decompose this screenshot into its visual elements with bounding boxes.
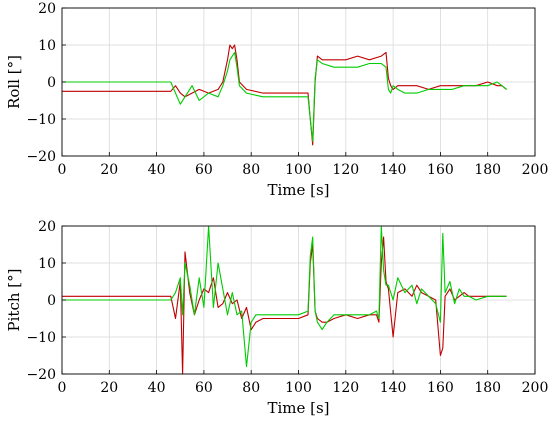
y-axis-title: Roll [°] bbox=[5, 55, 23, 109]
series-line-2 bbox=[62, 51, 507, 142]
x-tick-label: 60 bbox=[195, 380, 213, 396]
x-tick-label: 80 bbox=[242, 380, 260, 396]
x-tick-label: 200 bbox=[522, 380, 549, 396]
x-tick-label: 0 bbox=[58, 162, 67, 178]
y-tick-label: 0 bbox=[47, 75, 56, 91]
x-tick-label: 160 bbox=[427, 162, 454, 178]
x-axis-title: Time [s] bbox=[267, 181, 329, 199]
x-tick-label: 120 bbox=[332, 162, 359, 178]
roll-panel: 0 20 40 60 80 100 120 140 160 180 200 −20 −10 0 10 20 Ti… bbox=[5, 1, 548, 199]
y-tick-label: 10 bbox=[38, 38, 56, 54]
x-tick-label: 200 bbox=[522, 162, 549, 178]
x-axis-title: Time [s] bbox=[267, 399, 329, 417]
y-tick-label: −20 bbox=[26, 149, 56, 165]
x-tick-label: 40 bbox=[148, 162, 166, 178]
x-tick-label: 140 bbox=[380, 380, 407, 396]
y-tick-label: −20 bbox=[26, 367, 56, 383]
y-tick-label: −10 bbox=[26, 112, 56, 128]
x-tick-label: 100 bbox=[285, 162, 312, 178]
x-tick-label: 80 bbox=[242, 162, 260, 178]
x-tick-label: 0 bbox=[58, 380, 67, 396]
pitch-panel: 0 20 40 60 80 100 120 140 160 180 200 −20 −10 0 10 20 Ti… bbox=[5, 219, 548, 417]
x-tick-label: 20 bbox=[100, 380, 118, 396]
x-tick-label: 20 bbox=[100, 162, 118, 178]
y-tick-label: 20 bbox=[38, 219, 56, 235]
x-tick-label: 180 bbox=[474, 380, 501, 396]
y-tick-label: −10 bbox=[26, 330, 56, 346]
x-tick-label: 180 bbox=[474, 162, 501, 178]
x-tick-label: 60 bbox=[195, 162, 213, 178]
y-tick-label: 10 bbox=[38, 256, 56, 272]
series-line-2 bbox=[62, 226, 507, 368]
y-axis-title: Pitch [°] bbox=[5, 269, 23, 332]
x-tick-label: 100 bbox=[285, 380, 312, 396]
y-tick-label: 0 bbox=[47, 293, 56, 309]
x-tick-label: 160 bbox=[427, 380, 454, 396]
x-tick-label: 120 bbox=[332, 380, 359, 396]
x-tick-label: 140 bbox=[380, 162, 407, 178]
x-tick-label: 40 bbox=[148, 380, 166, 396]
y-tick-label: 20 bbox=[38, 1, 56, 17]
series-line-1 bbox=[62, 236, 507, 374]
